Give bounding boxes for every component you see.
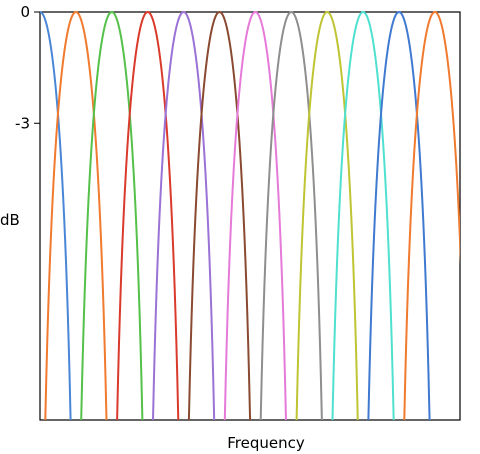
series-line-5	[151, 10, 216, 420]
series-line-9	[295, 10, 359, 420]
series-line-12	[403, 10, 460, 420]
series-line-1	[40, 10, 72, 420]
series-line-10	[331, 10, 395, 420]
x-axis-label: Frequency	[227, 434, 305, 452]
y-axis-label: dB	[0, 211, 20, 229]
y-tick-group: 0 -3	[15, 3, 40, 132]
plot-area-frame	[39, 11, 461, 421]
series-line-8	[259, 10, 323, 420]
series-line-4	[116, 10, 180, 420]
series-line-2	[44, 10, 108, 420]
series-line-7	[223, 10, 287, 420]
series-line-6	[187, 10, 252, 420]
y-tick-label: -3	[15, 114, 30, 132]
y-tick-label: 0	[20, 3, 30, 21]
series-line-11	[367, 10, 431, 420]
series-group	[40, 10, 460, 420]
series-line-3	[80, 10, 144, 420]
